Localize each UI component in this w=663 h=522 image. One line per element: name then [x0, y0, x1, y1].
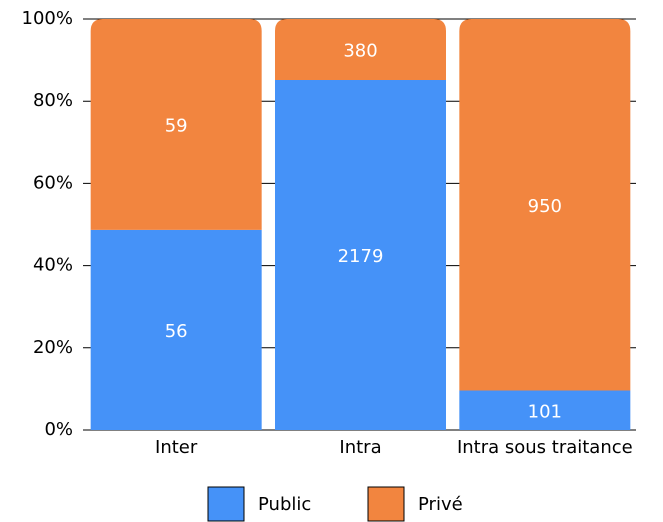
bar-segment — [275, 19, 446, 81]
bar-segment — [275, 80, 446, 431]
y-tick-label: 100% — [22, 8, 73, 29]
x-tick-label: Inter — [155, 437, 198, 458]
bar-segment — [459, 390, 631, 430]
x-tick-label: Intra sous traitance — [457, 437, 633, 458]
data-label: 2179 — [338, 246, 384, 267]
y-tick-label: 80% — [33, 90, 73, 111]
legend-label: Privé — [418, 494, 463, 515]
legend-label: Public — [258, 494, 311, 515]
data-label: 59 — [165, 115, 188, 136]
data-label: 950 — [528, 196, 562, 217]
data-label: 380 — [343, 41, 377, 62]
legend-swatch — [367, 486, 405, 522]
x-tick-label: Intra — [339, 437, 381, 458]
legend-swatch — [207, 486, 245, 522]
y-tick-label: 20% — [33, 337, 73, 358]
y-tick-label: 0% — [44, 419, 73, 440]
bar-segment — [90, 19, 262, 230]
bar-segment — [90, 229, 262, 430]
data-label: 56 — [165, 321, 188, 342]
y-tick-label: 60% — [33, 172, 73, 193]
bar-segment — [459, 19, 631, 391]
data-label: 101 — [528, 401, 562, 422]
y-tick-label: 40% — [33, 255, 73, 276]
